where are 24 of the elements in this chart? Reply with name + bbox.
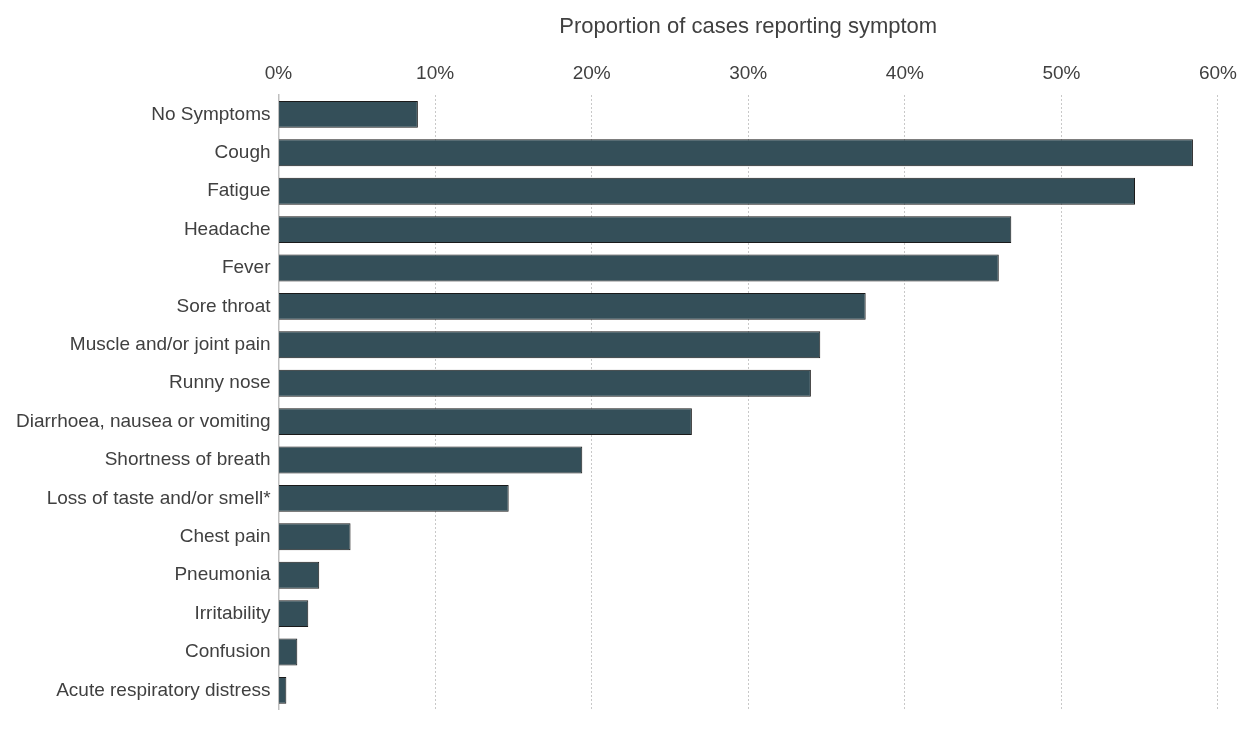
x-tick-label: 60% bbox=[1198, 62, 1238, 84]
x-tick-label: 10% bbox=[416, 62, 455, 84]
y-tick-label: Cough bbox=[214, 141, 271, 163]
y-tick-label: Sore throat bbox=[176, 294, 272, 316]
y-tick-label: Shortness of breath bbox=[104, 448, 271, 470]
x-tick-label: 30% bbox=[729, 62, 768, 84]
x-axis-title: Proportion of cases reporting symptom bbox=[559, 13, 938, 39]
y-tick-label: Fever bbox=[221, 256, 272, 278]
x-tick-label: 40% bbox=[885, 62, 924, 84]
y-tick-label: Muscle and/or joint pain bbox=[69, 333, 271, 355]
y-tick-label: Fatigue bbox=[207, 179, 271, 201]
y-tick-label: Irritability bbox=[194, 601, 272, 623]
y-tick-label: Headache bbox=[183, 217, 271, 239]
y-tick-label: Diarrhoea, nausea or vomiting bbox=[15, 409, 271, 431]
x-tick-label: 50% bbox=[1042, 62, 1081, 84]
y-tick-label: Chest pain bbox=[179, 525, 271, 547]
y-tick-label: Loss of taste and/or smell* bbox=[46, 486, 272, 508]
y-tick-label: No Symptoms bbox=[151, 102, 271, 124]
y-tick-label: Confusion bbox=[184, 640, 271, 662]
y-tick-label: Runny nose bbox=[169, 371, 271, 393]
y-tick-label: Acute respiratory distress bbox=[56, 678, 271, 700]
x-tick-label: 20% bbox=[572, 62, 611, 84]
y-tick-label: Pneumonia bbox=[174, 563, 271, 585]
x-tick-label: 0% bbox=[264, 62, 293, 84]
